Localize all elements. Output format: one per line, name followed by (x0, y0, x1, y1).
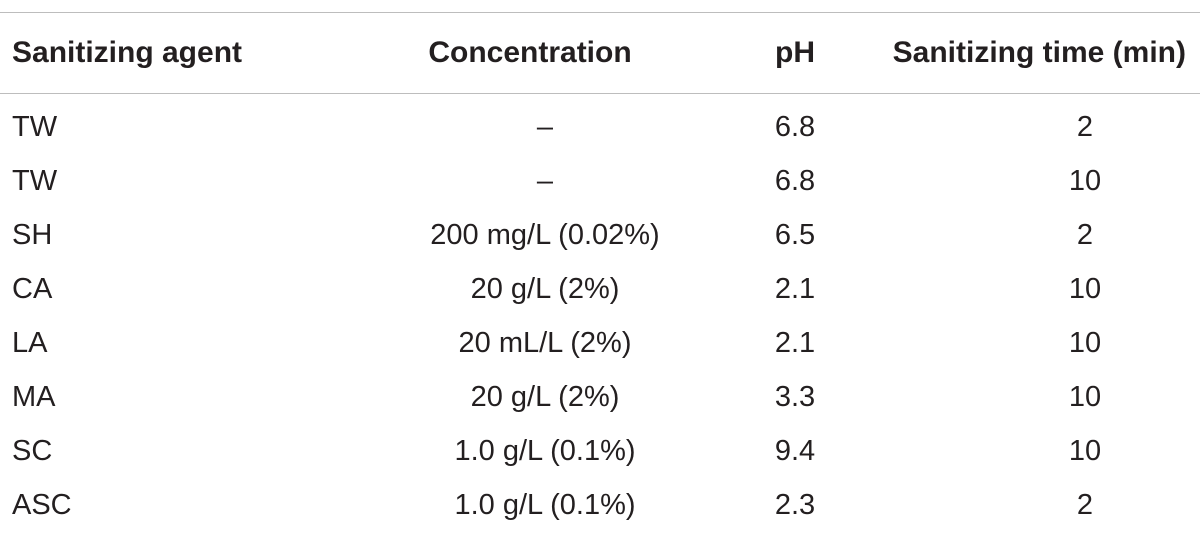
cell-agent: LA (12, 326, 48, 359)
table-row: LA 20 mL/L (2%) 2.1 10 (0, 316, 1200, 370)
cell-concentration: 20 g/L (2%) (470, 380, 620, 413)
table-header: Sanitizing agent Concentration pH Saniti… (0, 12, 1200, 94)
cell-agent: CA (12, 272, 53, 305)
cell-ph: 6.8 (774, 110, 816, 143)
table-row: ASC 1.0 g/L (0.1%) 2.3 2 (0, 478, 1200, 532)
cell-concentration: 200 mg/L (0.02%) (430, 218, 660, 251)
cell-ph: 3.3 (774, 380, 816, 413)
header-sanitizing-time: Sanitizing time (min) (892, 36, 1186, 69)
cell-agent: SH (12, 218, 53, 251)
cell-concentration: 20 mL/L (2%) (458, 326, 632, 359)
header-row: Sanitizing agent Concentration pH Saniti… (0, 12, 1200, 94)
cell-concentration: – (536, 164, 554, 197)
header-sanitizing-agent: Sanitizing agent (12, 36, 243, 69)
cell-agent: ASC (12, 488, 72, 521)
table-row: TW – 6.8 2 (0, 94, 1200, 155)
cell-time: 10 (1068, 434, 1102, 467)
cell-concentration: – (536, 110, 554, 143)
cell-concentration: 1.0 g/L (0.1%) (454, 434, 636, 467)
cell-concentration: 20 g/L (2%) (470, 272, 620, 305)
cell-concentration: 1.0 g/L (0.1%) (454, 488, 636, 521)
table-body: TW – 6.8 2 TW – 6.8 10 SH 200 mg/L (0.02… (0, 94, 1200, 533)
header-concentration: Concentration (428, 36, 632, 69)
cell-time: 2 (1076, 110, 1094, 143)
cell-ph: 6.5 (774, 218, 816, 251)
cell-agent: SC (12, 434, 53, 467)
cell-time: 2 (1076, 488, 1094, 521)
table-row: SH 200 mg/L (0.02%) 6.5 2 (0, 208, 1200, 262)
cell-ph: 2.3 (774, 488, 816, 521)
header-ph: pH (775, 36, 815, 69)
cell-time: 10 (1068, 380, 1102, 413)
cell-time: 10 (1068, 326, 1102, 359)
cell-agent: MA (12, 380, 56, 413)
cell-time: 10 (1068, 164, 1102, 197)
table-row: CA 20 g/L (2%) 2.1 10 (0, 262, 1200, 316)
table-row: MA 20 g/L (2%) 3.3 10 (0, 370, 1200, 424)
cell-ph: 2.1 (774, 326, 816, 359)
cell-time: 2 (1076, 218, 1094, 251)
cell-ph: 6.8 (774, 164, 816, 197)
table-row: TW – 6.8 10 (0, 154, 1200, 208)
cell-agent: TW (12, 164, 58, 197)
table-row: SC 1.0 g/L (0.1%) 9.4 10 (0, 424, 1200, 478)
cell-time: 10 (1068, 272, 1102, 305)
cell-agent: TW (12, 110, 58, 143)
cell-ph: 9.4 (774, 434, 816, 467)
cell-ph: 2.1 (774, 272, 816, 305)
sanitizing-agents-table: Sanitizing agent Concentration pH Saniti… (0, 12, 1200, 532)
